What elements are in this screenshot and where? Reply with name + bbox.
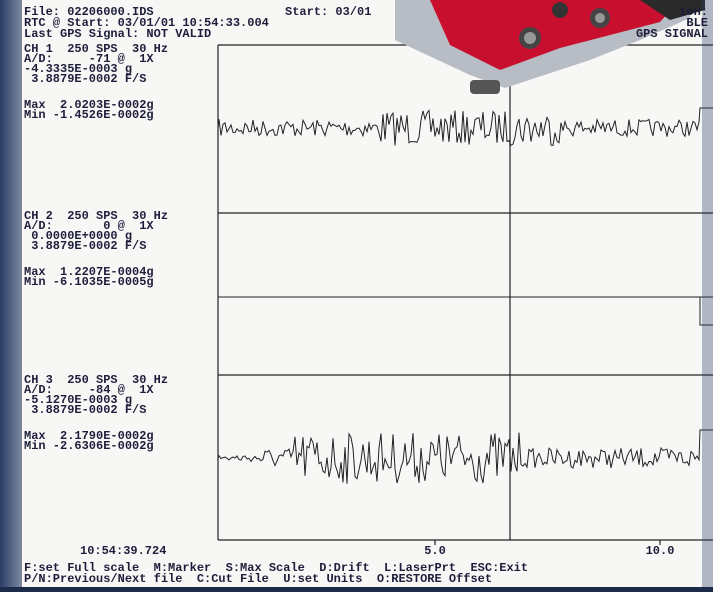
axis-label: 5.0 xyxy=(424,544,446,558)
channel-min: Min -6.1035E-0005g xyxy=(24,275,154,289)
channel-info: 3.8879E-0002 F/S xyxy=(24,239,146,253)
display xyxy=(22,0,713,587)
screen: File: 02206000.IDSStart: 03/01RTC @ Star… xyxy=(0,0,713,587)
photo-edge xyxy=(0,0,22,587)
channel-info: 3.8879E-0002 F/S xyxy=(24,72,146,86)
cursor-time: 10:54:39.724 xyxy=(80,544,166,558)
axis-label: 10.0 xyxy=(646,544,675,558)
header-right: GPS SIGNAL xyxy=(636,27,708,41)
gps-status: Last GPS Signal: NOT VALID xyxy=(24,27,211,41)
start-date: Start: 03/01 xyxy=(285,5,371,19)
channel-min: Min -2.6306E-0002g xyxy=(24,439,154,453)
channel-info: 3.8879E-0002 F/S xyxy=(24,403,146,417)
photo-edge-right xyxy=(702,0,713,587)
help-line: P/N:Previous/Next file C:Cut File U:set … xyxy=(24,572,492,586)
channel-min: Min -1.4526E-0002g xyxy=(24,108,154,122)
